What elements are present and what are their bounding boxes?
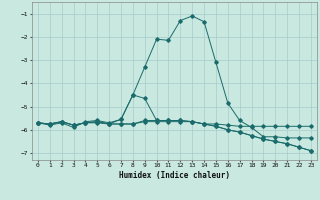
- X-axis label: Humidex (Indice chaleur): Humidex (Indice chaleur): [119, 171, 230, 180]
